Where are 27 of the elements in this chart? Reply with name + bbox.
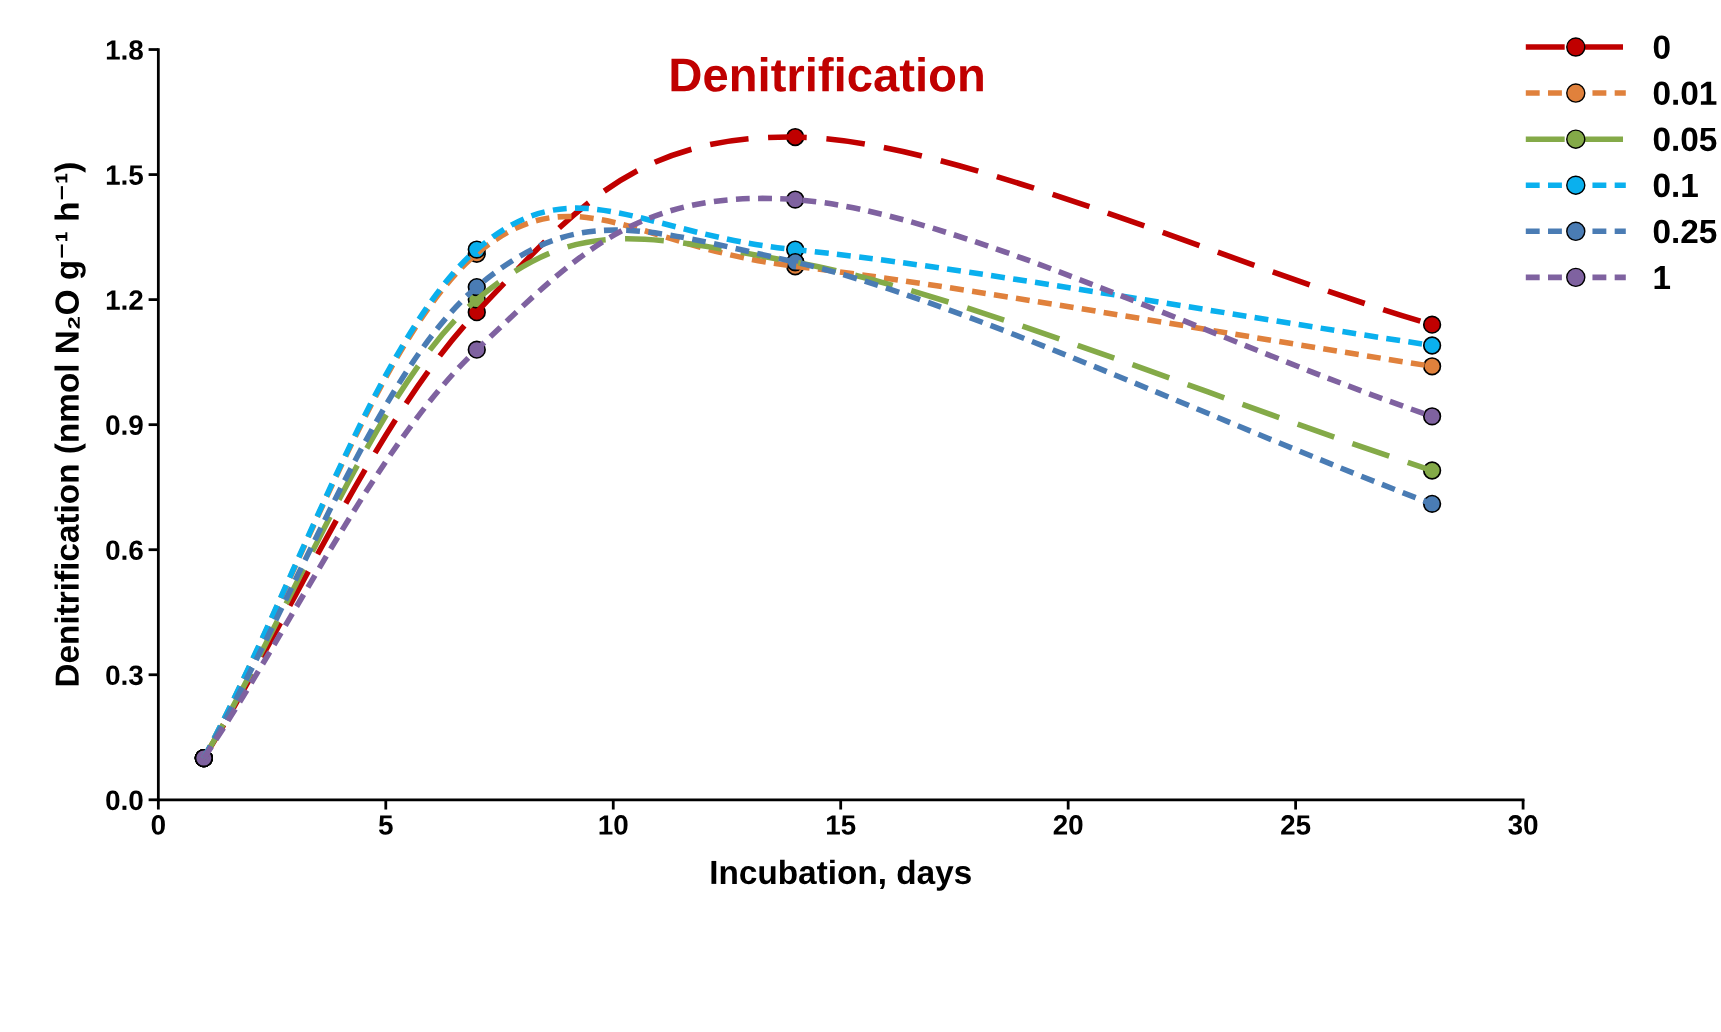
legend-label: 0.05 (1653, 127, 1717, 152)
legend-label: 0.1 (1653, 173, 1698, 198)
x-tick-label: 15 (827, 815, 856, 835)
x-tick-label: 30 (1508, 815, 1538, 835)
y-axis-title: Denitrification (nmol N₂O g⁻¹ h⁻¹) (54, 163, 86, 686)
legend-label: 1 (1654, 266, 1671, 290)
y-tick-label: 1.2 (106, 290, 143, 310)
chart-title: Denitrification (671, 57, 983, 92)
legend-label: 0.01 (1653, 81, 1717, 106)
y-tick-label: 0.6 (106, 540, 143, 561)
y-tick-label: 0.9 (106, 415, 143, 436)
x-axis-title: Incubation, days (711, 859, 971, 891)
legend-label: 0 (1653, 35, 1670, 59)
x-tick-label: 5 (378, 815, 393, 835)
point (1422, 357, 1442, 376)
y-tick-label: 1.8 (106, 40, 143, 60)
point (1422, 407, 1442, 426)
y-tick-label: 0.0 (106, 790, 143, 811)
x-tick-label: 20 (1053, 815, 1083, 835)
legend-label: 0.25 (1653, 219, 1717, 244)
x-tick-label: 0 (151, 815, 165, 835)
x-tick-label: 10 (599, 815, 628, 835)
y-tick-label: 0.3 (106, 665, 143, 686)
point (1422, 315, 1442, 334)
point (1422, 336, 1442, 355)
x-tick-label: 25 (1281, 815, 1311, 835)
y-tick-label: 1.5 (106, 165, 143, 185)
